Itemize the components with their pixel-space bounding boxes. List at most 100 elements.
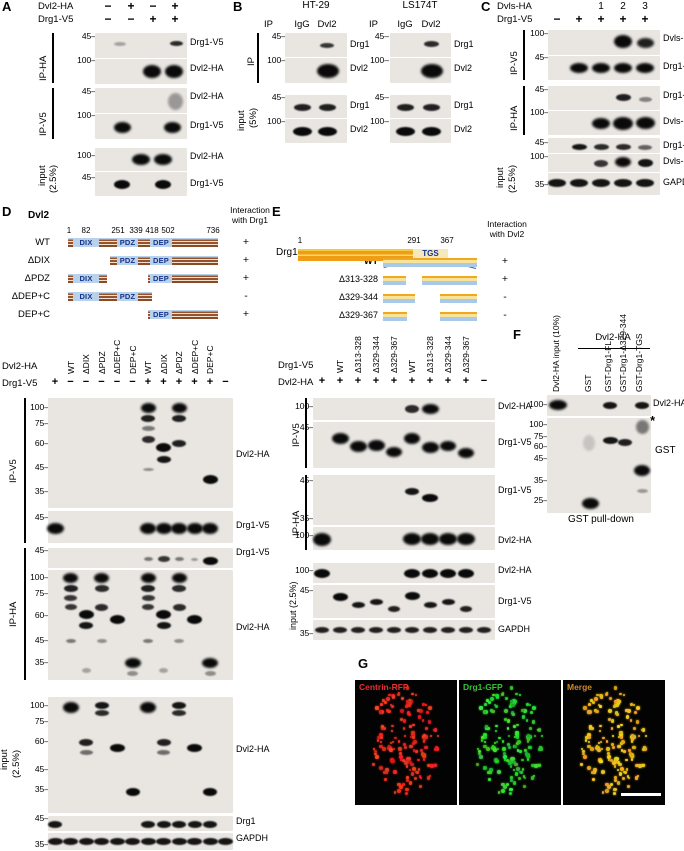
fluorescence-dot bbox=[606, 747, 610, 751]
wb-band bbox=[171, 403, 187, 413]
aa-number: 502 bbox=[161, 226, 175, 235]
fluorescence-dot bbox=[515, 730, 519, 735]
wb-band bbox=[404, 568, 420, 578]
fluorescence-dot bbox=[408, 699, 412, 703]
mw-marker: 35– bbox=[34, 657, 49, 667]
wb-band bbox=[156, 621, 171, 629]
fluorescence-dot bbox=[389, 741, 392, 745]
wb-band bbox=[47, 837, 63, 845]
fluorescence-dot bbox=[613, 686, 618, 690]
fluorescence-dot bbox=[403, 742, 407, 746]
blot-e-input-drg1v5 bbox=[313, 585, 495, 618]
fluorescence-dot bbox=[388, 693, 391, 697]
lane-construct: Δ329-344 bbox=[371, 336, 381, 373]
wb-band bbox=[440, 568, 456, 578]
fluorescence-dot bbox=[520, 758, 524, 762]
fluorescence-dot bbox=[387, 745, 392, 750]
fluorescence-dot bbox=[409, 760, 413, 765]
fluorescence-dot bbox=[479, 755, 484, 759]
blot-e-input-dvl2ha bbox=[313, 563, 495, 583]
wb-band bbox=[635, 117, 655, 129]
fluorescence-dot bbox=[509, 787, 513, 792]
construct-row-label: WT bbox=[35, 237, 50, 248]
blot-target-label: Dvls-HA bbox=[663, 33, 684, 43]
fluorescence-dot bbox=[507, 742, 511, 746]
wb-band bbox=[318, 103, 336, 111]
wb-band bbox=[94, 584, 109, 592]
mw-marker: 60– bbox=[34, 610, 49, 620]
fluorescence-dot bbox=[402, 759, 406, 763]
wb-band bbox=[141, 425, 155, 431]
fluorescence-dot bbox=[429, 774, 432, 777]
fluorescence-dot bbox=[611, 734, 615, 738]
ip-v5-label: IP-V5 bbox=[38, 112, 49, 136]
construct-label: Dvls-HA bbox=[497, 1, 532, 12]
bracket-rule bbox=[523, 30, 525, 80]
wb-band bbox=[331, 432, 349, 444]
micrograph-merge: Merge bbox=[563, 680, 665, 805]
wb-band bbox=[638, 144, 652, 150]
mw-marker: 60– bbox=[34, 438, 49, 448]
fluorescence-dot bbox=[492, 693, 495, 697]
interaction-value: + bbox=[242, 272, 250, 284]
fluorescence-dot bbox=[381, 746, 386, 751]
wb-band bbox=[78, 609, 94, 619]
fluorescence-dot bbox=[424, 703, 428, 707]
input-label: input (2.5%) bbox=[288, 581, 298, 630]
wb-band bbox=[174, 639, 184, 643]
fluorescence-dot bbox=[426, 776, 430, 780]
fluorescence-dot bbox=[418, 708, 423, 713]
input-label: (5%) bbox=[248, 107, 259, 128]
input-label: (2.5%) bbox=[507, 165, 518, 193]
wb-band bbox=[174, 557, 184, 561]
fluorescence-dot bbox=[582, 752, 585, 756]
mw-marker: 35– bbox=[299, 513, 314, 523]
fluorescence-dot bbox=[475, 762, 480, 767]
blot-f-gst bbox=[547, 418, 651, 513]
fluorescence-dot bbox=[378, 765, 383, 770]
wb-band bbox=[351, 602, 365, 608]
fluorescence-dot bbox=[510, 779, 514, 783]
cell-line-label: LS174T bbox=[402, 0, 438, 11]
blot-c-ipha-drg1v5 bbox=[548, 86, 660, 110]
fluorescence-dot bbox=[514, 732, 519, 737]
wb-band bbox=[592, 117, 610, 129]
fluorescence-dot bbox=[417, 768, 421, 771]
fluorescence-dot bbox=[524, 749, 527, 753]
wb-band bbox=[549, 400, 567, 410]
mw-marker: 100– bbox=[529, 399, 548, 409]
wb-band bbox=[79, 621, 93, 629]
fluorescence-dot bbox=[596, 693, 599, 697]
cell-line-label: HT-29 bbox=[302, 0, 330, 11]
interaction-value: + bbox=[242, 236, 250, 248]
blot-b-ht29-input-drg1 bbox=[285, 95, 347, 118]
blot-target-label: GAPDH bbox=[236, 833, 269, 843]
fluorescence-dot bbox=[491, 745, 496, 750]
wb-band bbox=[171, 522, 187, 534]
fluorescence-dot bbox=[619, 730, 623, 735]
fluorescence-dot bbox=[505, 782, 510, 787]
domain-box: DEP bbox=[150, 310, 172, 319]
wb-band bbox=[293, 103, 311, 111]
fluorescence-dot bbox=[614, 779, 618, 783]
fluorescence-dot bbox=[506, 719, 511, 723]
blot-target-label: Dvl2 bbox=[350, 124, 369, 134]
aa-number: 1 bbox=[297, 236, 303, 245]
fluorescence-dot bbox=[520, 770, 524, 775]
mw-marker: 35– bbox=[534, 179, 549, 189]
fluorescence-dot bbox=[589, 725, 592, 728]
wb-band bbox=[349, 440, 367, 452]
wb-band bbox=[440, 441, 456, 451]
bracket-rule bbox=[24, 398, 26, 543]
fluorescence-dot bbox=[595, 745, 600, 750]
lane-construct: WT bbox=[65, 360, 76, 374]
mw-marker: 100– bbox=[77, 55, 96, 65]
fluorescence-dot bbox=[418, 775, 422, 778]
wb-band bbox=[421, 64, 443, 78]
fluorescence-dot bbox=[537, 728, 542, 732]
fluorescence-dot bbox=[613, 703, 617, 706]
fluorescence-dot bbox=[409, 762, 414, 767]
lane-symbol: − bbox=[480, 375, 488, 387]
fluorescence-dot bbox=[531, 720, 536, 725]
wb-band bbox=[114, 179, 130, 189]
